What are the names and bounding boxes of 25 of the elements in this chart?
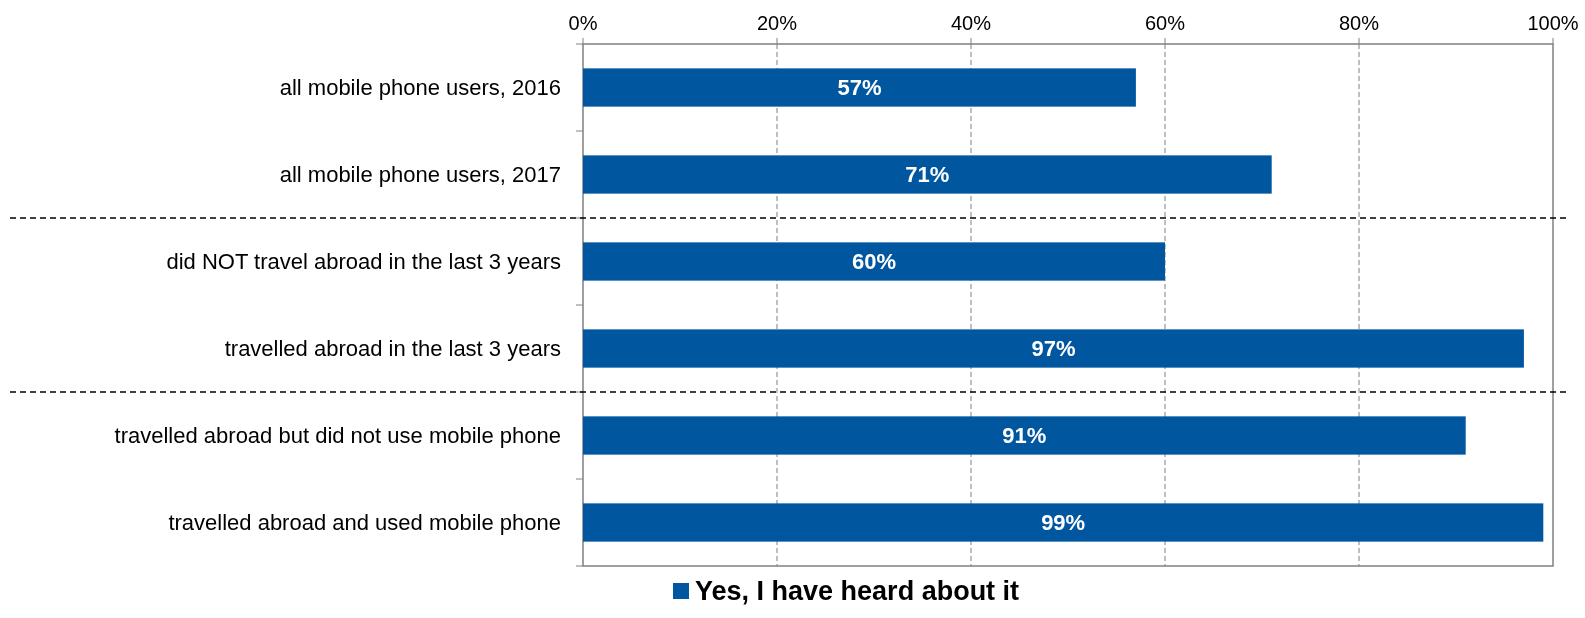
x-tick-label: 40% bbox=[950, 12, 992, 34]
bar bbox=[583, 416, 1466, 455]
legend-label: Yes, I have heard about it bbox=[695, 576, 1020, 607]
text: 60% bbox=[851, 249, 897, 275]
x-tick-label: 80% bbox=[1338, 12, 1380, 34]
x-tick-label: 0% bbox=[568, 12, 598, 34]
bar bbox=[583, 68, 1136, 107]
y-tick-label: travelled abroad but did not use mobile phone bbox=[114, 423, 561, 449]
y-tick-label: travelled abroad in the last 3 years bbox=[224, 336, 561, 362]
y-tick-label: did NOT travel abroad in the last 3 years bbox=[166, 249, 561, 275]
bar bbox=[583, 242, 1165, 281]
y-tick-label: all mobile phone users, 2017 bbox=[279, 162, 561, 188]
bar bbox=[583, 503, 1544, 542]
bar bbox=[583, 155, 1272, 194]
x-tick-label: 100% bbox=[1527, 12, 1579, 34]
x-tick-label: 60% bbox=[1144, 12, 1186, 34]
text: 91% bbox=[1002, 423, 1047, 449]
text: 97% bbox=[1031, 336, 1076, 362]
text: 71% bbox=[905, 162, 950, 188]
text: 57% bbox=[837, 75, 882, 101]
x-tick-label: 20% bbox=[756, 12, 798, 34]
text: 99% bbox=[1041, 510, 1086, 536]
y-tick-label: travelled abroad and used mobile phone bbox=[168, 510, 561, 536]
bar bbox=[583, 329, 1524, 368]
y-tick-label: all mobile phone users, 2016 bbox=[279, 75, 561, 101]
